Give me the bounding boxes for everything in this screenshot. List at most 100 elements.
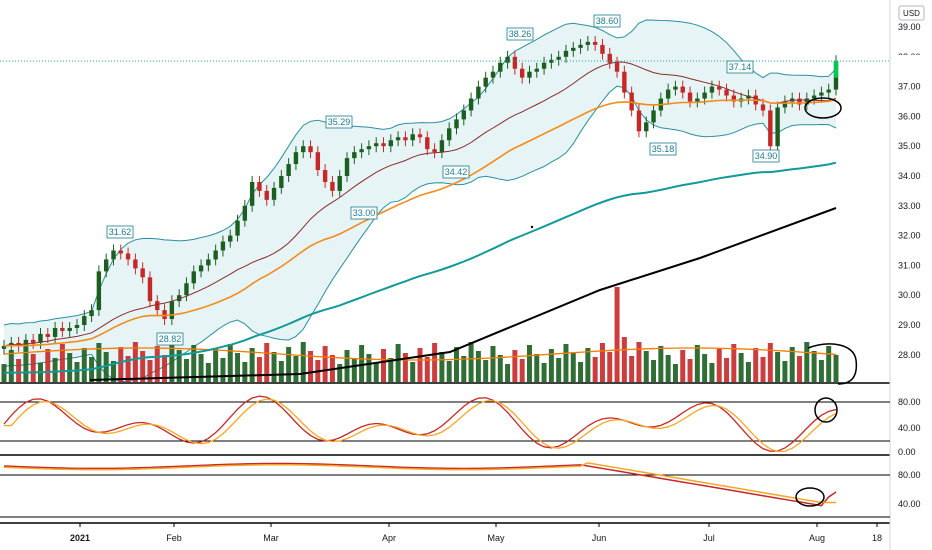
candle-body xyxy=(673,86,678,90)
price-tick-label: 34.00 xyxy=(898,171,921,181)
candle-body xyxy=(111,250,116,260)
candle-body xyxy=(228,235,233,242)
annotation-box xyxy=(106,225,134,239)
volume-bar xyxy=(264,343,270,382)
candle-body xyxy=(498,62,503,72)
volume-bar xyxy=(242,362,248,382)
candle-body xyxy=(731,95,737,102)
candle-body xyxy=(155,301,160,311)
volume-bar xyxy=(110,361,116,382)
currency-badge[interactable] xyxy=(898,5,925,21)
volume-bar xyxy=(505,364,511,382)
volume-bar xyxy=(607,352,613,382)
volume-bar xyxy=(599,343,605,382)
candle-body xyxy=(768,110,773,147)
candle-body xyxy=(16,342,21,346)
volume-bar xyxy=(410,362,416,382)
volume-bar xyxy=(235,353,241,382)
price-tick-label: 28.00 xyxy=(898,350,921,360)
volume-bar xyxy=(96,343,102,382)
volume-bar xyxy=(497,355,503,382)
candle-body xyxy=(571,47,576,51)
volume-bar xyxy=(74,362,80,382)
volume-bar xyxy=(103,352,109,382)
time-tick-label: Jul xyxy=(703,533,715,543)
volume-bar xyxy=(125,356,131,382)
candle-body xyxy=(432,149,437,153)
candle-body xyxy=(534,68,539,72)
candle-body xyxy=(169,301,175,320)
oscillator-pane xyxy=(0,462,890,518)
volume-bar xyxy=(680,350,686,382)
osc-tick-label: 80.00 xyxy=(898,470,921,480)
volume-bar xyxy=(424,357,430,382)
volume-bar xyxy=(614,287,620,382)
candle-body xyxy=(344,158,350,176)
candle-body xyxy=(395,137,401,141)
annotation-box xyxy=(506,27,534,41)
volume-bar xyxy=(548,349,554,382)
candle-body xyxy=(811,95,817,99)
candle-body xyxy=(695,98,700,102)
candle-body xyxy=(235,220,240,236)
volume-bar xyxy=(45,349,51,382)
volume-bar xyxy=(388,358,394,382)
candle-body xyxy=(490,71,496,78)
candle-body xyxy=(82,316,87,325)
candle-body xyxy=(556,56,561,60)
moving-average-lines xyxy=(3,61,837,381)
candle-body xyxy=(220,241,226,251)
volume-bar xyxy=(475,351,481,382)
volume-bar xyxy=(636,342,642,382)
time-tick-label: Aug xyxy=(809,533,825,543)
annotation-box xyxy=(442,165,470,179)
volume-bar xyxy=(67,353,73,382)
candle-body xyxy=(30,339,36,343)
volume-bar xyxy=(308,351,314,382)
price-tick-label: 33.00 xyxy=(898,201,921,211)
candle-body xyxy=(563,50,569,57)
volume-bar xyxy=(23,345,29,382)
candle-body xyxy=(592,41,598,45)
candle-body xyxy=(374,143,379,147)
candle-body xyxy=(578,44,583,48)
candle-body xyxy=(439,140,445,153)
volume-bar xyxy=(526,345,532,382)
candle-body xyxy=(417,134,423,138)
volume-bar xyxy=(439,352,445,382)
candle-body xyxy=(687,92,693,102)
candle-body xyxy=(826,89,831,93)
candle-body xyxy=(301,146,306,153)
time-tick-label: 18 xyxy=(872,533,882,543)
candle-body xyxy=(644,122,649,132)
volume-bar xyxy=(286,347,292,382)
volume-bar xyxy=(672,364,678,382)
candle-body xyxy=(52,327,58,337)
candle-body xyxy=(819,92,824,96)
volume-bar xyxy=(1,364,7,382)
annotation-label: 35.29 xyxy=(328,117,351,127)
candle-body xyxy=(527,71,532,78)
candle-body xyxy=(67,327,72,331)
volume-bar xyxy=(132,342,138,382)
candle-body xyxy=(403,137,408,141)
annotation-box xyxy=(752,149,780,163)
time-tick-label: Apr xyxy=(382,533,396,543)
candle-body xyxy=(519,68,525,78)
currency-label: USD xyxy=(903,9,920,18)
candle-body xyxy=(286,164,291,176)
stoch-axis: 80.00 40.00 0.00 xyxy=(898,397,921,457)
candle-body xyxy=(315,152,321,171)
volume-bar xyxy=(760,357,766,382)
volume-bar xyxy=(556,358,562,382)
candle-body xyxy=(213,250,218,260)
annotation-label: 38.60 xyxy=(596,16,619,26)
annotation-label: 35.18 xyxy=(652,144,675,154)
volume-average-line xyxy=(3,347,837,361)
volume-bar xyxy=(585,348,591,382)
candle-body xyxy=(549,59,554,63)
osc-tick-label: 40.00 xyxy=(898,499,921,509)
volume-bar xyxy=(665,355,671,382)
annotation-box xyxy=(649,142,677,156)
